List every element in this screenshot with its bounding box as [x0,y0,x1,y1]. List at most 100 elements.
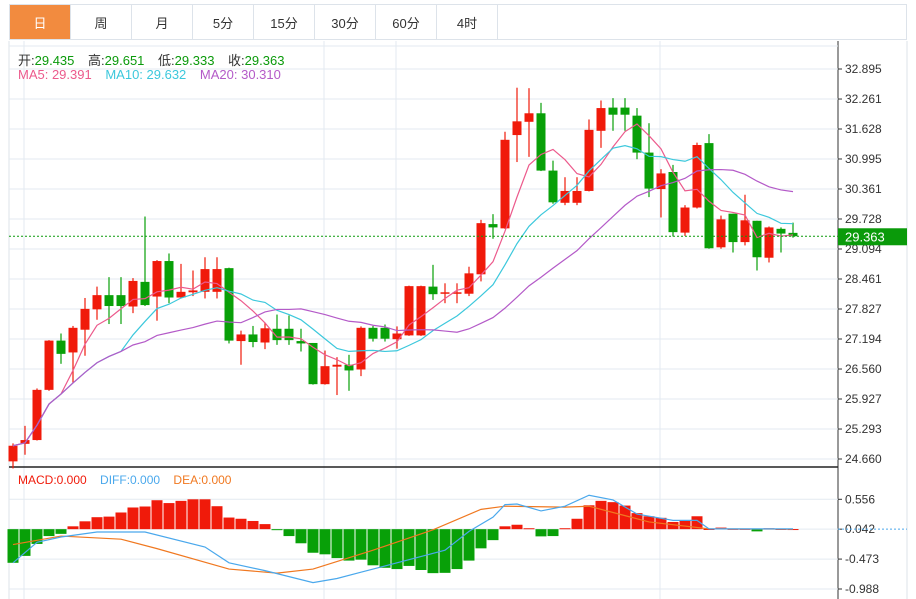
candle [152,260,162,321]
price-tick-label: 28.461 [845,272,882,286]
candle [464,266,474,297]
candle [80,297,90,356]
candle [308,342,318,385]
macd-bar [487,529,499,541]
candle-body [644,152,654,189]
diff-line [12,494,793,584]
macd-bar [535,529,547,537]
candle [128,278,138,314]
candle [176,263,186,299]
macd-bar [559,528,571,530]
candle-body [632,115,642,153]
candle-body [416,286,426,336]
open-label: 开: [18,53,35,68]
macd-bar [703,528,715,530]
candle-body [116,295,126,307]
high-label: 高: [88,53,105,68]
price-tick-label: 25.293 [845,422,882,436]
tab-2[interactable]: 月 [132,5,193,39]
macd-bar [163,503,175,530]
macd-bar [151,500,163,530]
candle [236,330,246,365]
macd-tick-label: 0.556 [845,492,875,506]
candle [536,102,546,172]
candle-body [452,292,462,294]
ma5-value: MA5: 29.391 [18,67,92,82]
tab-7[interactable]: 4时 [437,5,498,39]
candle-body [764,227,774,258]
candle-body [200,269,210,292]
ma5-line [12,123,794,447]
candle [140,216,150,307]
macd-bar [331,529,343,559]
candle-body [356,327,366,370]
current-price-label: 29.363 [845,229,885,244]
candle [56,333,66,364]
candle [584,119,594,192]
candle-body [284,328,294,341]
macd-bar [643,516,655,530]
candle [488,214,498,239]
tab-0[interactable]: 日 [10,5,71,39]
ma20-value: MA20: 30.310 [199,67,281,82]
candle-body [248,334,258,343]
candle [728,213,738,253]
candle [332,357,342,396]
price-tick-label: 32.261 [845,92,882,106]
ma-legend: MA5: 29.391 MA10: 29.632 MA20: 30.310 [18,67,291,82]
candle [368,325,378,342]
macd-bar [475,529,487,549]
price-tick-label: 32.895 [845,62,882,76]
macd-bar [403,529,415,566]
candle-body [128,280,138,307]
candle-body [740,220,750,243]
candle-body [752,220,762,258]
candle-body [584,129,594,191]
price-tick-label: 27.194 [845,332,882,346]
tab-6[interactable]: 60分 [376,5,437,39]
candle-body [728,213,738,243]
macd-bar [7,529,19,563]
tab-5[interactable]: 30分 [315,5,376,39]
candle [104,277,114,325]
current-price-badge [838,228,907,246]
macd-bar [427,529,439,574]
candle-body [596,108,606,131]
candle [632,108,642,160]
macd-bar [67,526,79,530]
candle [212,257,222,299]
macd-bar [247,520,259,530]
dea-line [12,505,794,574]
candle-body [404,286,414,336]
candle-body [776,228,786,234]
candle [164,253,174,304]
macd-bar [103,516,115,530]
candle [656,169,666,218]
candle-body [668,172,678,233]
candle [644,123,654,198]
candle-body [440,292,450,294]
candle [8,443,18,469]
candle [260,322,270,350]
macd-bar [679,520,691,530]
candle [440,283,450,304]
candle-body [368,327,378,339]
candle [500,131,510,229]
candle-body [692,145,702,208]
candle-body [560,190,570,203]
candle [572,177,582,206]
candle-body [32,389,42,441]
ma20-line [12,168,794,447]
macd-bar [439,529,451,573]
candle [620,98,630,131]
price-tick-label: 25.927 [845,392,882,406]
macd-bar [115,512,127,530]
tab-1[interactable]: 周 [71,5,132,39]
candle [416,285,426,336]
candle-body [500,139,510,229]
candle-body [212,269,222,292]
tab-3[interactable]: 5分 [193,5,254,39]
tab-4[interactable]: 15分 [254,5,315,39]
candle-body [152,261,162,297]
